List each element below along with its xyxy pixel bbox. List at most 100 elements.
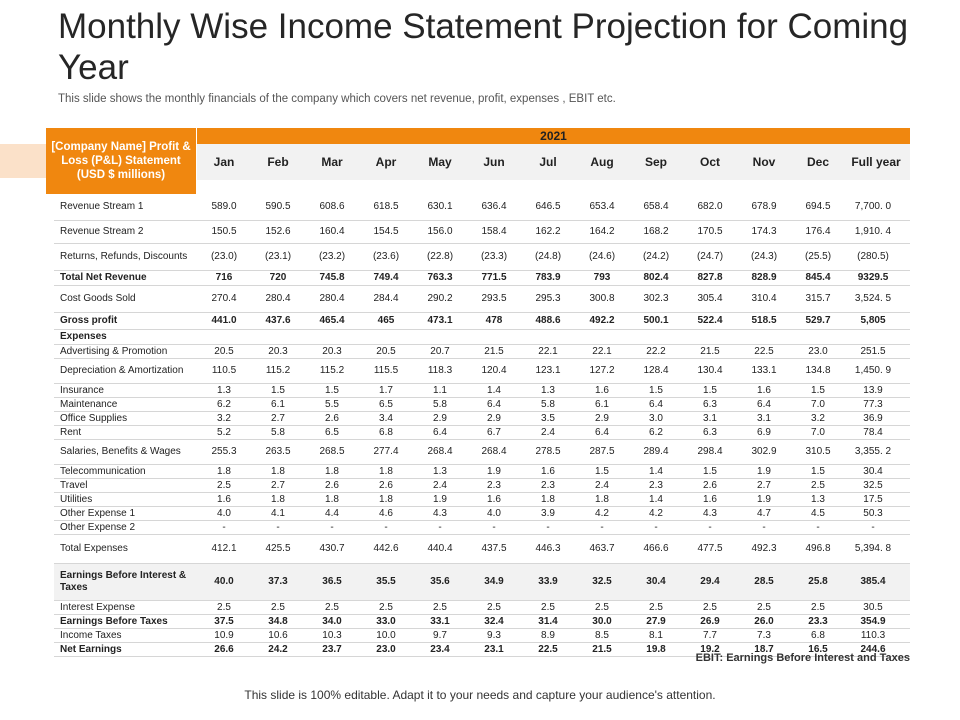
value-cell: 465.4 [319, 315, 345, 326]
value-cell: 278.5 [535, 446, 561, 457]
value-cell: - [492, 521, 496, 533]
ebit-footnote: EBIT: Earnings Before Interest and Taxes [695, 652, 910, 664]
value-cell: 1.6 [487, 493, 501, 505]
month-header-dec: Dec [806, 154, 829, 169]
value-cell: 6.3 [703, 398, 717, 410]
value-cell: 646.5 [535, 201, 561, 212]
value-cell [305, 330, 359, 344]
value-cell: 2.5 [703, 601, 717, 613]
full-year-cell: 30.5 [863, 601, 883, 613]
table-row: Interest Expense 2.5 2.5 2.5 2.5 2.5 2.5 2.5 2.5… [54, 601, 910, 615]
value-cell: 1.5 [703, 465, 717, 477]
full-year-cell: 1,910. 4 [854, 226, 892, 237]
value-cell: 1.9 [757, 493, 771, 505]
value-cell: 305.4 [697, 293, 723, 304]
value-cell: 23.4 [430, 643, 450, 655]
full-year-cell: 9329.5 [857, 272, 889, 283]
value-cell: 2.4 [595, 479, 609, 491]
value-cell: 473.1 [427, 315, 453, 326]
value-cell: (23.2) [318, 251, 346, 262]
table-row: Depreciation & Amortization 110.5 115.2 115… [54, 359, 910, 384]
statement-label: [Company Name] Profit & Loss (P&L) State… [46, 128, 196, 194]
value-cell: 745.8 [319, 272, 345, 283]
value-cell: 20.5 [376, 345, 396, 357]
value-cell: 437.6 [265, 315, 291, 326]
value-cell: 277.4 [373, 446, 399, 457]
row-label: Revenue Stream 2 [60, 226, 144, 237]
value-cell: 6.8 [811, 629, 825, 641]
value-cell: 2.6 [379, 479, 393, 491]
value-cell: 284.4 [373, 293, 399, 304]
value-cell: 5.8 [541, 398, 555, 410]
value-cell: 21.5 [592, 643, 612, 655]
value-cell: (23.0) [210, 251, 238, 262]
value-cell: 2.5 [811, 479, 825, 491]
value-cell [737, 330, 791, 344]
value-cell: (25.5) [804, 251, 832, 262]
value-cell: 500.1 [643, 315, 669, 326]
value-cell: 678.9 [751, 201, 777, 212]
value-cell: 268.4 [481, 446, 507, 457]
month-header-apr: Apr [375, 154, 397, 169]
row-label: Utilities [60, 493, 93, 505]
value-cell: 1.6 [757, 384, 771, 396]
value-cell: 1.8 [325, 465, 339, 477]
value-cell: 6.1 [271, 398, 285, 410]
value-cell: 115.2 [319, 365, 345, 376]
value-cell: 1.8 [271, 493, 285, 505]
value-cell: - [708, 521, 712, 533]
value-cell: 160.4 [319, 226, 345, 237]
value-cell [251, 330, 305, 344]
value-cell: 3.2 [217, 412, 231, 424]
value-cell: 440.4 [427, 543, 453, 554]
row-label: Total Expenses [60, 543, 128, 554]
value-cell: 26.0 [754, 615, 774, 627]
value-cell: 1.3 [217, 384, 231, 396]
value-cell: 36.5 [322, 576, 342, 587]
value-cell: 34.9 [484, 576, 504, 587]
value-cell: 589.0 [211, 201, 237, 212]
value-cell: 23.3 [808, 615, 828, 627]
value-cell: 8.9 [541, 629, 555, 641]
table-row: Earnings Before Interest & Taxes 40.0 37.3… [54, 564, 910, 601]
value-cell: 6.3 [703, 426, 717, 438]
value-cell: 4.6 [379, 507, 393, 519]
value-cell: 488.6 [535, 315, 561, 326]
value-cell: 28.5 [754, 576, 774, 587]
table-row: Utilities 1.6 1.8 1.8 1.8 1.9 1.6 1.8 1.8 1.4 1.6 1… [54, 493, 910, 507]
value-cell: 6.4 [433, 426, 447, 438]
value-cell: (24.3) [750, 251, 778, 262]
value-cell: 37.3 [268, 576, 288, 587]
value-cell: 1.7 [379, 384, 393, 396]
value-cell: 18.7 [754, 643, 774, 655]
value-cell: 164.2 [589, 226, 615, 237]
value-cell: 10.6 [268, 629, 288, 641]
value-cell [521, 330, 575, 344]
value-cell: 1.8 [379, 465, 393, 477]
value-cell: 7.7 [703, 629, 717, 641]
row-label: Rent [60, 426, 82, 438]
value-cell: 2.3 [487, 479, 501, 491]
value-cell [359, 330, 413, 344]
value-cell: 2.5 [541, 601, 555, 613]
value-cell: - [276, 521, 280, 533]
value-cell [629, 330, 683, 344]
value-cell: 22.5 [754, 345, 774, 357]
full-year-cell: 77.3 [863, 398, 883, 410]
value-cell: 466.6 [643, 543, 669, 554]
value-cell [413, 330, 467, 344]
value-cell: 1.5 [649, 384, 663, 396]
value-cell: (24.2) [642, 251, 670, 262]
table-row: Revenue Stream 1 589.0 590.5 608.6 618.5 630.… [54, 194, 910, 221]
row-label: Depreciation & Amortization [60, 365, 184, 376]
value-cell: 26.6 [214, 643, 234, 655]
full-year-cell: 50.3 [863, 507, 883, 519]
value-cell: 110.5 [211, 365, 237, 376]
row-label: Total Net Revenue [60, 272, 147, 283]
value-cell: 32.4 [484, 615, 504, 627]
value-cell: 315.7 [805, 293, 831, 304]
month-header-full-year: Full year [851, 154, 901, 169]
value-cell: 608.6 [319, 201, 345, 212]
value-cell: 8.5 [595, 629, 609, 641]
value-cell: 1.3 [433, 465, 447, 477]
